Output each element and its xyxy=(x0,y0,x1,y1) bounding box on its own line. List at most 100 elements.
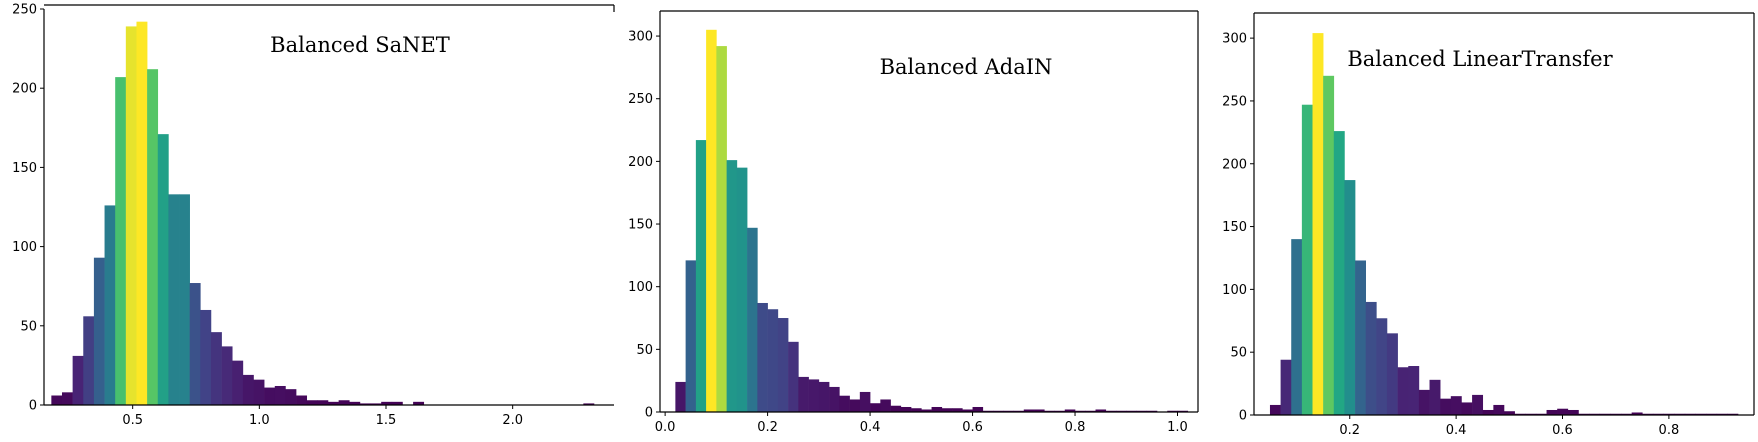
sanet-bar xyxy=(413,401,425,405)
sanet-bar xyxy=(242,374,254,405)
adain-bar xyxy=(880,399,891,412)
sanet-bar xyxy=(51,395,63,405)
adain-bar xyxy=(849,399,861,412)
lineartransfer-bar xyxy=(1727,413,1739,415)
adain-bar xyxy=(1105,410,1117,412)
adain-bar xyxy=(1034,409,1045,412)
lineartransfer-bar xyxy=(1546,409,1558,415)
lineartransfer-bar xyxy=(1706,413,1718,415)
lineartransfer-bar xyxy=(1397,367,1409,415)
adain-y-tick-label: 300 xyxy=(628,30,653,45)
sanet-bar xyxy=(72,355,84,405)
sanet-bar xyxy=(83,316,95,405)
adain-bar xyxy=(767,309,779,412)
sanet-bar xyxy=(125,26,137,405)
sanet-bar xyxy=(349,401,361,405)
lineartransfer-bar xyxy=(1599,413,1611,415)
sanet-bar xyxy=(253,379,265,405)
adain-bar xyxy=(716,46,727,413)
lineartransfer-bar xyxy=(1291,239,1303,416)
sanet-y-tick-label: 100 xyxy=(12,240,37,255)
adain-bar xyxy=(900,406,912,412)
adain-bar xyxy=(890,405,902,412)
adain-x-tick-label: 0.0 xyxy=(655,420,676,435)
sanet-bar xyxy=(264,387,276,405)
adain-bar xyxy=(1095,409,1107,412)
adain-bar xyxy=(952,408,963,412)
lineartransfer-bar xyxy=(1567,409,1579,415)
adain-bar xyxy=(859,391,871,412)
lineartransfer-bar xyxy=(1355,260,1366,415)
lineartransfer-bar xyxy=(1631,412,1643,415)
sanet-bar xyxy=(381,401,393,405)
lineartransfer-bar xyxy=(1589,413,1601,415)
adain-bar xyxy=(818,381,830,412)
sanet-bar xyxy=(274,385,286,405)
lineartransfer-bar xyxy=(1408,366,1420,415)
lineartransfer-bar xyxy=(1652,413,1664,415)
sanet-bar xyxy=(391,401,403,405)
lineartransfer-bar xyxy=(1535,413,1547,415)
lineartransfer-bar xyxy=(1333,131,1345,415)
lineartransfer-bar xyxy=(1578,413,1590,415)
adain-x-tick-label: 0.6 xyxy=(962,420,983,435)
lineartransfer-bar xyxy=(1440,398,1452,415)
adain-bar xyxy=(982,410,994,412)
chart-title-lineartransfer: Balanced LinearTransfer xyxy=(1347,47,1613,71)
lineartransfer-bar xyxy=(1663,413,1675,415)
adain-bar xyxy=(675,381,686,412)
sanet-bar xyxy=(61,392,73,405)
lineartransfer-bar xyxy=(1716,413,1728,415)
adain-x-tick-label: 0.2 xyxy=(757,420,778,435)
adain-bar xyxy=(695,140,707,412)
adain-bar xyxy=(1126,410,1137,412)
adain-bar xyxy=(1054,410,1066,412)
histogram-panel-adain: 0.0 0.2 0.4 0.6 0.8 1.0 0 50 100 150 200 250 300 Bala… xyxy=(628,10,1199,435)
adain-bar xyxy=(941,408,953,412)
sanet-bar xyxy=(115,77,127,406)
chart-title-adain: Balanced AdaIN xyxy=(880,55,1053,79)
lineartransfer-y-tick-label: 100 xyxy=(1222,283,1247,298)
sanet-y-tick-label: 200 xyxy=(12,82,37,97)
adain-bar xyxy=(1013,410,1025,412)
sanet-bar xyxy=(232,360,244,405)
lineartransfer-y-tick-label: 300 xyxy=(1222,32,1247,47)
chart-title-sanet: Balanced SaNET xyxy=(270,33,450,57)
lineartransfer-bar xyxy=(1610,413,1622,415)
adain-y-tick-label: 50 xyxy=(636,343,653,358)
lineartransfer-bar xyxy=(1365,301,1377,415)
sanet-bar xyxy=(168,194,180,405)
sanet-y-tick-label: 50 xyxy=(20,319,37,334)
adain-bar xyxy=(1003,410,1014,412)
adain-bar xyxy=(931,406,943,412)
adain-bar xyxy=(839,395,850,412)
sanet-bar xyxy=(317,400,329,405)
lineartransfer-bar xyxy=(1695,413,1707,415)
sanet-x-tick-label: 2.0 xyxy=(502,413,523,428)
sanet-bar xyxy=(136,21,148,405)
sanet-x-tick-label: 1.0 xyxy=(249,413,270,428)
lineartransfer-bar xyxy=(1482,409,1494,415)
adain-bar xyxy=(1177,410,1189,412)
sanet-bar xyxy=(157,134,169,405)
adain-bar xyxy=(1136,410,1148,412)
lineartransfer-x-tick-label: 0.4 xyxy=(1446,423,1467,438)
adain-bar xyxy=(685,260,697,412)
lineartransfer-x-tick-label: 0.2 xyxy=(1339,423,1360,438)
lineartransfer-y-tick-label: 250 xyxy=(1222,94,1247,109)
sanet-bar xyxy=(370,403,382,405)
sanet-bar xyxy=(189,283,201,405)
sanet-y-tick-label: 250 xyxy=(12,3,37,18)
lineartransfer-bar xyxy=(1312,33,1324,415)
adain-bar xyxy=(1116,410,1127,412)
lineartransfer-y-tick-label: 50 xyxy=(1230,346,1247,361)
adain-bar xyxy=(870,403,881,412)
sanet-bar xyxy=(221,346,233,405)
sanet-x-tick-label: 1.5 xyxy=(376,413,397,428)
lineartransfer-bar xyxy=(1269,404,1281,415)
adain-bar xyxy=(726,160,738,412)
lineartransfer-bar xyxy=(1472,394,1484,415)
sanet-bar xyxy=(338,400,350,405)
adain-bar xyxy=(1167,410,1178,412)
